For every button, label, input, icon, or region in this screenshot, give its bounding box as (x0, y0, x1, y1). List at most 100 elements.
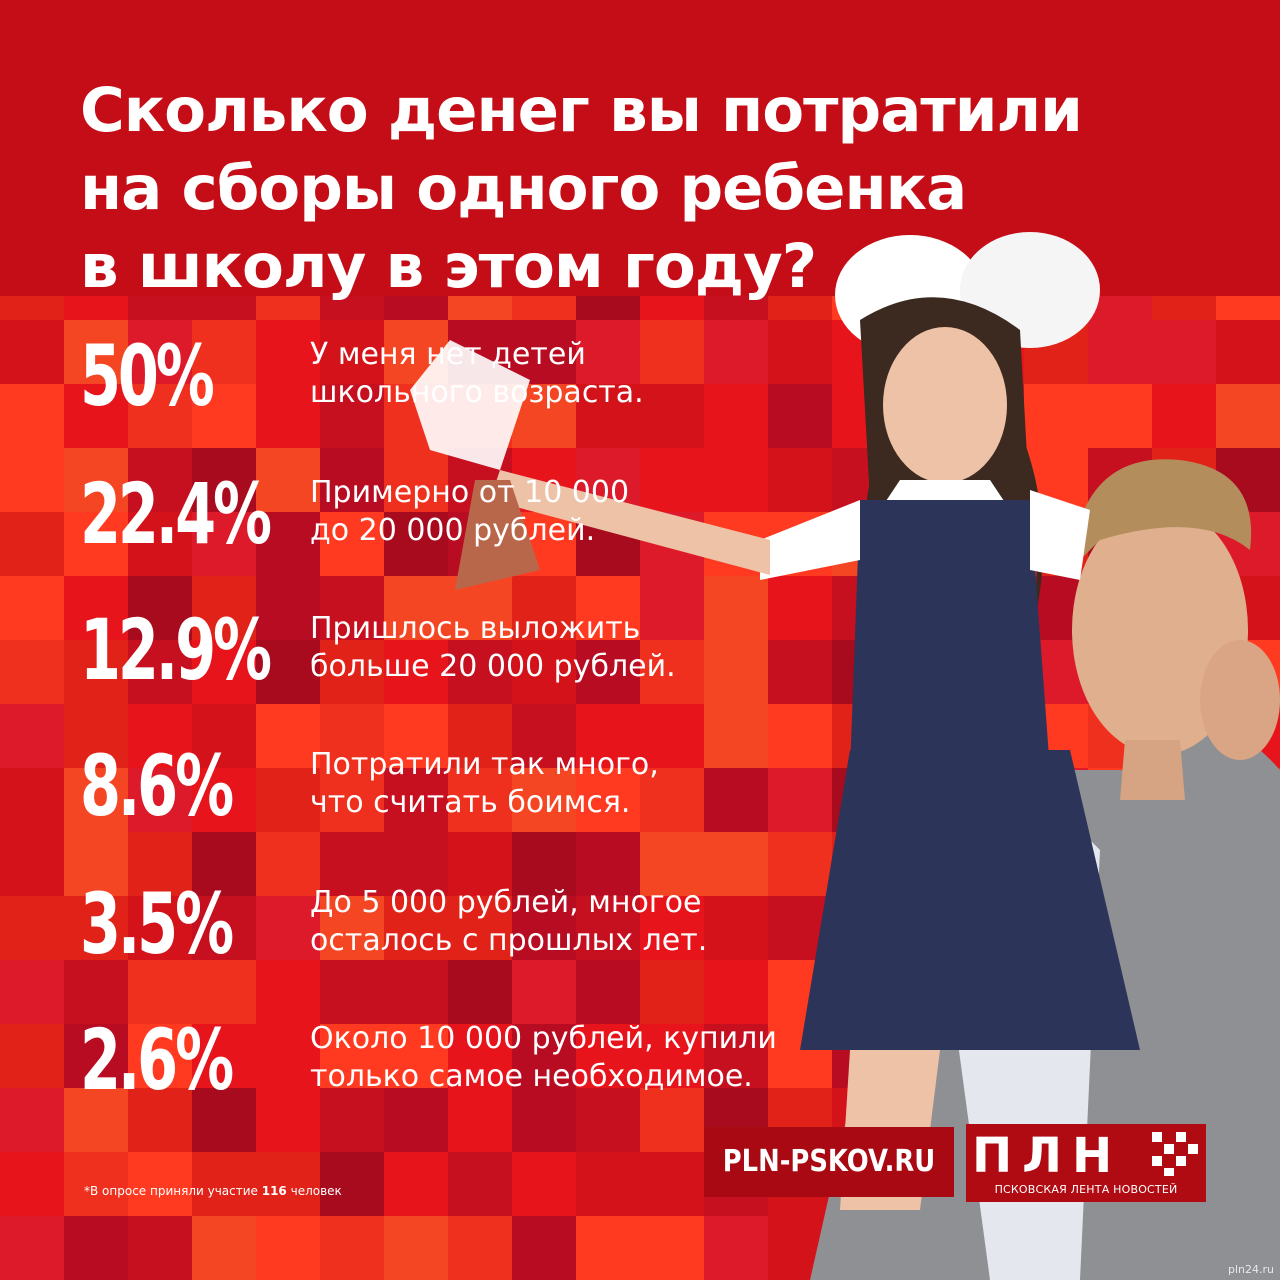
mosaic-tile (448, 640, 512, 704)
mosaic-tile (256, 768, 320, 832)
mosaic-tile (320, 1152, 384, 1216)
mosaic-tile (640, 1088, 704, 1152)
mosaic-tile (576, 960, 640, 1024)
mosaic-tile (448, 1024, 512, 1088)
mosaic-tile (576, 832, 640, 896)
mosaic-tile (192, 1216, 256, 1280)
answer-line: У меня нет детей (310, 337, 586, 372)
answer-label: Примерно от 10 000 до 20 000 рублей. (310, 474, 870, 550)
mosaic-tile (1152, 384, 1216, 448)
mosaic-tile (704, 832, 768, 896)
mosaic-tile (512, 1216, 576, 1280)
mosaic-tile (576, 1152, 640, 1216)
mosaic-tile (576, 1216, 640, 1280)
mosaic-tile (64, 1216, 128, 1280)
mosaic-tile (1152, 320, 1216, 384)
mosaic-tile (384, 832, 448, 896)
mosaic-tile (64, 1088, 128, 1152)
mosaic-tile (0, 768, 64, 832)
mosaic-tile (64, 1152, 128, 1216)
mosaic-tile (384, 640, 448, 704)
mosaic-tile (128, 1088, 192, 1152)
mosaic-tile (512, 320, 576, 384)
mosaic-tile (448, 1152, 512, 1216)
mosaic-tile (128, 384, 192, 448)
footnote-suffix: человек (286, 1184, 342, 1198)
mosaic-tile (384, 1152, 448, 1216)
mosaic-tile (640, 640, 704, 704)
survey-footnote: *В опросе приняли участие 116 человек (84, 1184, 342, 1198)
mosaic-tile (384, 576, 448, 640)
mosaic-tile (640, 704, 704, 768)
mosaic-tile (256, 832, 320, 896)
site-link[interactable]: PLN-PSKOV.RU (704, 1127, 954, 1197)
mosaic-tile (640, 1216, 704, 1280)
mosaic-tile (64, 1024, 128, 1088)
answer-line: только самое необходимое. (310, 1059, 753, 1094)
mosaic-tile (192, 320, 256, 384)
mosaic-tile (128, 320, 192, 384)
mosaic-tile (512, 832, 576, 896)
mosaic-tile (256, 512, 320, 576)
mosaic-tile (128, 640, 192, 704)
percent-value: 50% (80, 327, 215, 425)
mosaic-tile (64, 512, 128, 576)
mosaic-tile (640, 448, 704, 512)
mosaic-tile (256, 1088, 320, 1152)
mosaic-tile (1216, 320, 1280, 384)
title-line-2: на сборы одного ребенка (80, 153, 967, 224)
mosaic-tile (128, 832, 192, 896)
mosaic-tile (192, 1024, 256, 1088)
mosaic-tile (320, 960, 384, 1024)
pln-logo-mark: ПЛН (972, 1128, 1198, 1180)
mosaic-tile (576, 1088, 640, 1152)
mosaic-tile (192, 640, 256, 704)
mosaic-tile (640, 960, 704, 1024)
percent-value: 8.6% (80, 737, 234, 835)
page-title: Сколько денег вы потратили на сборы одно… (80, 72, 1160, 306)
mosaic-tile (192, 384, 256, 448)
mosaic-tile (384, 704, 448, 768)
mosaic-tile (128, 704, 192, 768)
mosaic-tile (512, 1152, 576, 1216)
mosaic-tile (320, 1216, 384, 1280)
mosaic-tile (704, 768, 768, 832)
mosaic-tile (256, 448, 320, 512)
mosaic-tile (64, 448, 128, 512)
mosaic-tile (256, 1024, 320, 1088)
mosaic-tile (192, 1088, 256, 1152)
mosaic-tile (192, 512, 256, 576)
mosaic-tile (1088, 320, 1152, 384)
mosaic-tile (64, 576, 128, 640)
mosaic-tile (448, 832, 512, 896)
mosaic-tile (448, 896, 512, 960)
title-line-1: Сколько денег вы потратили (80, 75, 1083, 146)
percent-value: 3.5% (80, 875, 234, 973)
answer-line: школьного возраста. (310, 375, 644, 410)
mosaic-tile (1024, 384, 1088, 448)
mosaic-tile (384, 1024, 448, 1088)
mosaic-tile (0, 960, 64, 1024)
mosaic-tile (320, 1088, 384, 1152)
mosaic-tile (0, 1152, 64, 1216)
mosaic-tile (192, 768, 256, 832)
mosaic-tile (704, 1024, 768, 1088)
mosaic-tile (0, 448, 64, 512)
answer-line: что считать боимся. (310, 785, 631, 820)
mosaic-tile (0, 512, 64, 576)
mosaic-tile (512, 640, 576, 704)
answer-line: Около 10 000 рублей, купили (310, 1021, 777, 1056)
mosaic-tile (256, 960, 320, 1024)
mosaic-tile (640, 576, 704, 640)
mosaic-tile (512, 896, 576, 960)
mosaic-tile (192, 896, 256, 960)
mosaic-tile (1088, 384, 1152, 448)
mosaic-tile (64, 960, 128, 1024)
mosaic-tile (576, 640, 640, 704)
mosaic-tile (128, 1152, 192, 1216)
mosaic-tile (0, 384, 64, 448)
mosaic-tile (704, 576, 768, 640)
percent-value: 2.6% (80, 1011, 234, 1109)
mosaic-tile (448, 768, 512, 832)
mosaic-tile (0, 832, 64, 896)
